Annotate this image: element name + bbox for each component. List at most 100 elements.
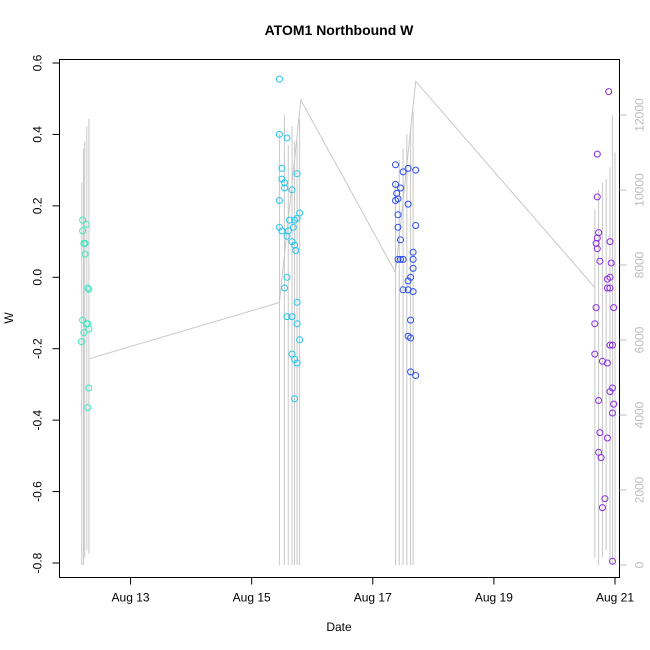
x-axis-label: Date	[326, 620, 352, 634]
chart-title: ATOM1 Northbound W	[265, 22, 415, 38]
y-tick-label: 0.2	[31, 197, 45, 214]
data-point	[85, 285, 93, 293]
data-point	[291, 395, 299, 403]
plot-frame	[59, 59, 620, 578]
data-point	[609, 557, 616, 565]
x-tick-label: Aug 19	[475, 591, 513, 605]
data-point	[603, 284, 611, 292]
data-point	[80, 329, 88, 337]
data-point	[283, 232, 291, 240]
points	[77, 75, 618, 565]
data-point	[412, 372, 420, 379]
data-point	[288, 313, 296, 321]
data-point	[593, 150, 601, 158]
data-point	[293, 170, 301, 178]
data-point	[609, 409, 616, 417]
data-point	[286, 216, 293, 224]
data-point	[296, 209, 304, 217]
y-tick-label: 0.6	[31, 54, 45, 71]
x-tick-label: Aug 13	[112, 591, 150, 605]
y-tick-label: -0.6	[31, 481, 45, 502]
data-point	[412, 222, 420, 229]
data-point	[77, 338, 85, 346]
x-tick-label: Aug 15	[233, 591, 271, 605]
data-point	[293, 359, 301, 367]
data-point	[609, 341, 616, 349]
right-axis: 0 2000 4000 6000 8000 10000 12000	[619, 98, 647, 568]
data-point	[275, 197, 283, 204]
data-point	[84, 284, 92, 292]
data-point	[603, 359, 611, 367]
data-point	[399, 255, 407, 263]
data-point	[603, 434, 611, 442]
data-point	[596, 429, 604, 437]
data-point	[610, 304, 618, 312]
right-tick-label: 8000	[633, 251, 647, 278]
data-point	[603, 275, 611, 283]
data-point	[609, 384, 616, 392]
data-point	[84, 404, 92, 412]
secondary-line-path	[88, 80, 596, 360]
y-axis: -0.8 -0.6 -0.4 -0.2 0.0 0.2 0.4 0.6	[31, 54, 60, 573]
secondary-line	[81, 80, 616, 565]
data-point	[591, 320, 599, 328]
data-point	[281, 284, 288, 292]
data-point	[407, 368, 415, 376]
data-point	[606, 284, 614, 292]
data-point	[412, 166, 420, 174]
data-point	[607, 259, 615, 267]
data-point	[81, 250, 89, 258]
data-point	[281, 184, 288, 192]
data-point	[392, 197, 399, 204]
data-point	[591, 350, 599, 358]
y-tick-label: -0.4	[31, 409, 45, 430]
x-tick-label: Aug 17	[354, 591, 392, 605]
data-point	[404, 164, 412, 172]
x-tick-label: Aug 21	[596, 591, 634, 605]
data-point	[79, 316, 87, 324]
data-point	[610, 400, 618, 408]
data-point	[293, 298, 301, 306]
right-tick-label: 0	[633, 561, 647, 568]
data-point	[592, 304, 600, 312]
data-point	[275, 75, 283, 83]
data-point	[292, 247, 300, 254]
data-point	[404, 277, 412, 285]
data-point	[81, 239, 89, 247]
data-point	[595, 397, 603, 404]
data-point	[278, 164, 286, 172]
data-point	[601, 495, 609, 503]
y-tick-label: -0.2	[31, 338, 45, 359]
data-point	[85, 325, 93, 333]
right-tick-label: 2000	[633, 476, 647, 503]
data-point	[404, 200, 412, 208]
data-point	[407, 316, 415, 324]
data-point	[409, 288, 417, 296]
data-point	[399, 286, 407, 294]
data-point	[289, 223, 297, 231]
y-tick-label: 0.4	[31, 126, 45, 143]
right-tick-label: 10000	[633, 173, 647, 207]
data-point	[392, 180, 399, 188]
data-point	[592, 239, 600, 247]
data-point	[596, 257, 604, 265]
data-point	[409, 264, 417, 272]
data-point	[85, 384, 93, 392]
data-point	[407, 334, 415, 342]
data-point	[288, 186, 296, 194]
data-point	[394, 211, 402, 219]
data-point	[598, 504, 606, 512]
data-point	[283, 313, 291, 321]
y-tick-label: -0.8	[31, 552, 45, 573]
data-point	[283, 273, 291, 281]
data-point	[593, 193, 601, 201]
data-point	[79, 227, 87, 235]
data-point	[293, 320, 301, 328]
data-point	[275, 130, 283, 138]
right-tick-label: 6000	[633, 326, 647, 353]
data-point	[409, 255, 417, 263]
x-axis: Aug 13 Aug 15 Aug 17 Aug 19 Aug 21	[112, 577, 634, 605]
data-point	[605, 88, 613, 96]
data-point	[597, 454, 605, 462]
